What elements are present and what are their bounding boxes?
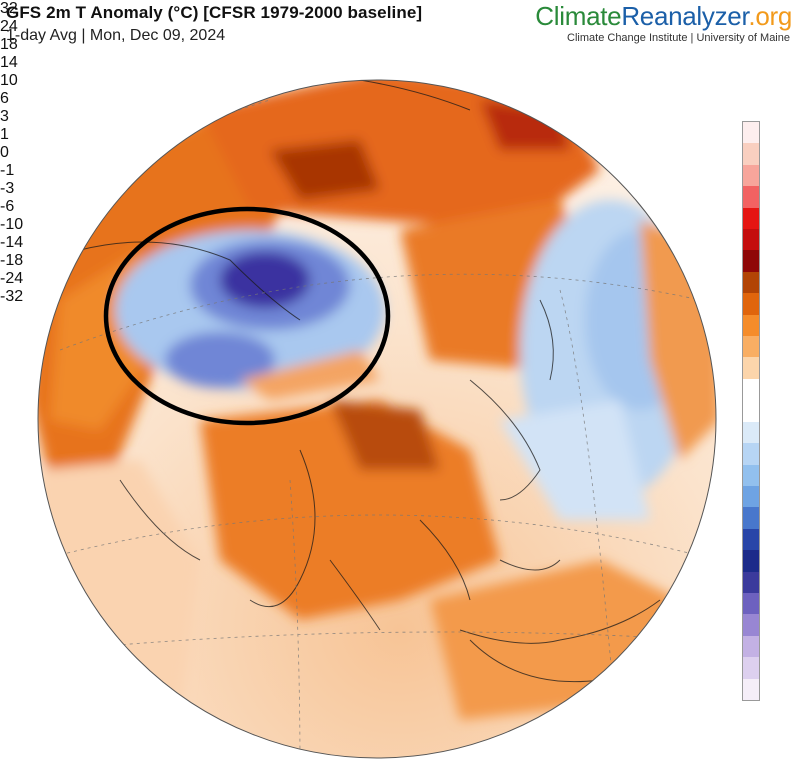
legend-tick-label: 3 bbox=[0, 108, 9, 125]
legend-tick-label: 14 bbox=[0, 54, 18, 71]
highlight-ellipse bbox=[103, 206, 391, 426]
map-title: GFS 2m T Anomaly (°C) [CFSR 1979-2000 ba… bbox=[6, 3, 423, 22]
brand-affiliation: Climate Change Institute | University of… bbox=[567, 32, 790, 44]
legend-tick-label: -32 bbox=[0, 288, 24, 305]
legend-tick-label: -6 bbox=[0, 198, 15, 215]
legend-tick-label: -1 bbox=[0, 162, 15, 179]
brand-part-reanalyzer: Reanalyzer bbox=[621, 1, 749, 31]
globe-outline bbox=[37, 79, 717, 759]
legend-swatch bbox=[743, 678, 759, 701]
legend-swatch bbox=[743, 421, 759, 444]
legend-swatch bbox=[743, 485, 759, 508]
legend-tick-label: -24 bbox=[0, 270, 24, 287]
legend-swatch bbox=[743, 507, 759, 530]
legend-ticks: 32 24 18 14 10 6 3 1 0 -1 -3 -6 -10 -14 -18 -24 -32 bbox=[0, 0, 800, 306]
legend-tick-label: 24 bbox=[0, 18, 18, 35]
legend-tick-label: -14 bbox=[0, 234, 24, 251]
legend-swatch bbox=[743, 186, 759, 209]
legend-swatch bbox=[743, 614, 759, 637]
legend-swatch bbox=[743, 271, 759, 294]
globe-surface bbox=[38, 80, 716, 758]
legend-swatch bbox=[743, 528, 759, 551]
legend-swatch bbox=[743, 592, 759, 615]
legend-tick-label: -10 bbox=[0, 216, 24, 233]
brand-logo[interactable]: ClimateReanalyzer.org bbox=[535, 1, 792, 32]
brand-part-climate: Climate bbox=[535, 1, 622, 31]
legend-swatch bbox=[743, 550, 759, 573]
legend-swatch bbox=[743, 122, 759, 144]
legend-swatch bbox=[743, 336, 759, 358]
legend-tick-label: -18 bbox=[0, 252, 24, 269]
legend-swatch bbox=[743, 293, 759, 316]
legend-swatch bbox=[743, 657, 759, 680]
map-subtitle: 1-day Avg | Mon, Dec 09, 2024 bbox=[6, 27, 226, 44]
legend-tick-label: 32 bbox=[0, 0, 18, 17]
legend-swatch bbox=[743, 400, 759, 423]
legend-swatch bbox=[743, 464, 759, 487]
legend-tick-label: 18 bbox=[0, 36, 18, 53]
color-legend bbox=[742, 121, 760, 701]
legend-swatch bbox=[743, 357, 759, 380]
legend-swatch bbox=[743, 378, 759, 401]
legend-swatch bbox=[743, 635, 759, 658]
legend-swatch bbox=[743, 229, 759, 251]
legend-tick-label: 6 bbox=[0, 90, 9, 107]
brand-part-org: .org bbox=[748, 1, 792, 31]
legend-swatch bbox=[743, 250, 759, 273]
legend-tick-label: -3 bbox=[0, 180, 15, 197]
legend-tick-label: 10 bbox=[0, 72, 18, 89]
legend-swatch bbox=[743, 143, 759, 166]
legend-swatch bbox=[743, 571, 759, 594]
legend-tick-label: 0 bbox=[0, 144, 9, 161]
legend-swatch bbox=[743, 443, 759, 466]
legend-swatch bbox=[743, 164, 759, 187]
legend-swatch bbox=[743, 207, 759, 230]
legend-swatch bbox=[743, 314, 759, 337]
legend-tick-label: 1 bbox=[0, 126, 9, 143]
